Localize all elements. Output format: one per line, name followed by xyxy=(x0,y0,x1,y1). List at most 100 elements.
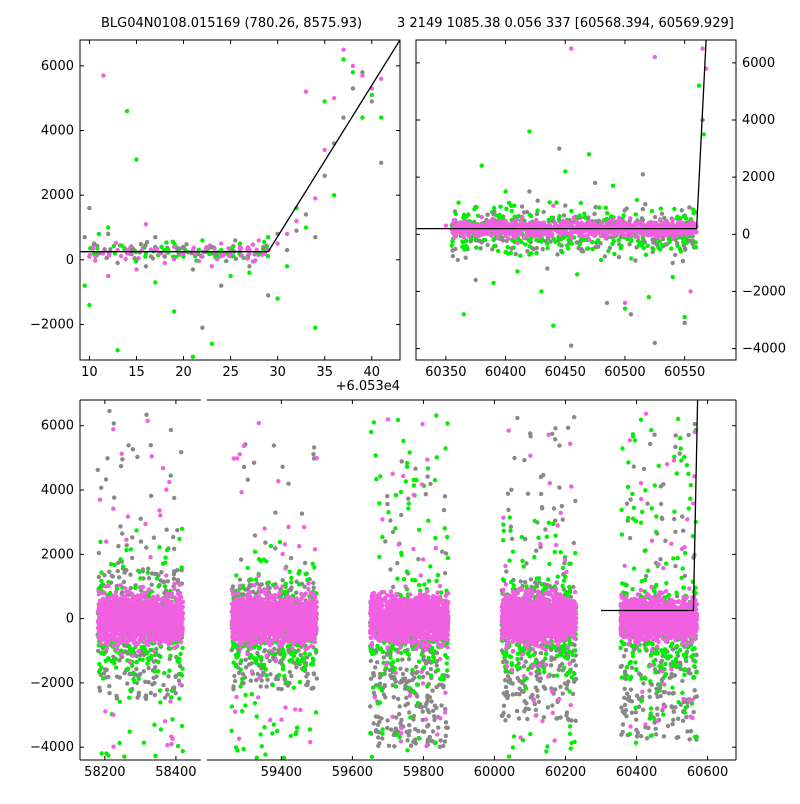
point-magenta xyxy=(628,216,632,220)
point-magenta xyxy=(240,253,244,257)
point-magenta xyxy=(458,223,462,227)
point-magenta xyxy=(150,454,154,458)
point-magenta xyxy=(147,587,151,591)
point-gray xyxy=(150,583,154,587)
point-gray xyxy=(149,494,153,498)
point-green xyxy=(230,704,234,708)
point-green xyxy=(515,269,519,273)
point-gray xyxy=(165,688,169,692)
point-gray xyxy=(294,229,298,233)
point-gray xyxy=(259,684,263,688)
xtick-label: 60500 xyxy=(604,365,645,380)
point-gray xyxy=(107,409,111,413)
point-green xyxy=(128,730,132,734)
point-gray xyxy=(323,174,327,178)
point-green xyxy=(169,695,173,699)
point-magenta xyxy=(96,589,100,593)
point-green xyxy=(290,658,294,662)
point-gray xyxy=(152,681,156,685)
point-green xyxy=(314,710,318,714)
point-magenta xyxy=(114,626,118,630)
point-magenta xyxy=(520,216,524,220)
ytick-label: 2000 xyxy=(742,170,775,185)
point-green xyxy=(230,245,234,249)
point-gray xyxy=(286,482,290,486)
point-gray xyxy=(680,208,684,212)
point-green xyxy=(605,211,609,215)
point-green xyxy=(129,547,133,551)
point-magenta xyxy=(121,614,125,618)
point-magenta xyxy=(172,587,176,591)
point-magenta xyxy=(123,586,127,590)
point-green xyxy=(240,709,244,713)
point-magenta xyxy=(116,606,120,610)
point-gray xyxy=(485,243,489,247)
point-green xyxy=(282,756,286,760)
point-gray xyxy=(542,210,546,214)
point-magenta xyxy=(129,635,133,639)
point-green xyxy=(239,667,243,671)
point-magenta xyxy=(105,599,109,603)
point-green xyxy=(637,243,641,247)
point-green xyxy=(253,701,257,705)
point-gray xyxy=(118,524,122,528)
point-gray xyxy=(135,455,139,459)
point-green xyxy=(454,212,458,216)
point-magenta xyxy=(175,644,179,648)
point-gray xyxy=(238,578,242,582)
point-gray xyxy=(137,673,141,677)
point-green xyxy=(510,209,514,213)
point-gray xyxy=(96,468,100,472)
point-gray xyxy=(641,207,645,211)
point-green xyxy=(551,324,555,328)
point-green xyxy=(599,258,603,262)
point-magenta xyxy=(685,233,689,237)
point-gray xyxy=(268,659,272,663)
point-magenta xyxy=(98,606,102,610)
point-gray xyxy=(161,683,165,687)
point-green xyxy=(482,238,486,242)
ytick-label: 6000 xyxy=(41,59,74,74)
point-green xyxy=(234,664,238,668)
point-magenta xyxy=(98,617,102,621)
point-green xyxy=(246,566,250,570)
point-green xyxy=(98,540,102,544)
point-green xyxy=(104,659,108,663)
point-gray xyxy=(310,686,314,690)
point-magenta xyxy=(144,222,148,226)
point-green xyxy=(263,752,267,756)
point-gray xyxy=(130,556,134,560)
point-magenta xyxy=(172,581,176,585)
point-gray xyxy=(137,691,141,695)
point-gray xyxy=(509,246,513,250)
point-magenta xyxy=(514,218,518,222)
point-gray xyxy=(520,204,524,208)
point-magenta xyxy=(579,223,583,227)
point-magenta xyxy=(120,452,124,456)
point-gray xyxy=(172,547,176,551)
point-green xyxy=(462,312,466,316)
point-magenta xyxy=(164,610,168,614)
point-gray xyxy=(139,517,143,521)
point-magenta xyxy=(100,626,104,630)
point-green xyxy=(294,730,298,734)
point-magenta xyxy=(452,232,456,236)
ytick-label: 2000 xyxy=(41,188,74,203)
point-magenta xyxy=(664,220,668,224)
point-green xyxy=(308,652,312,656)
point-magenta xyxy=(164,573,168,577)
point-green xyxy=(642,246,646,250)
point-green xyxy=(270,731,274,735)
point-green xyxy=(262,663,266,667)
point-magenta xyxy=(164,616,168,620)
point-magenta xyxy=(464,222,468,226)
point-magenta xyxy=(152,638,156,642)
point-magenta xyxy=(126,617,130,621)
point-gray xyxy=(159,578,163,582)
point-green xyxy=(285,264,289,268)
point-green xyxy=(234,653,238,657)
point-green xyxy=(180,565,184,569)
point-green xyxy=(264,667,268,671)
point-magenta xyxy=(175,602,179,606)
